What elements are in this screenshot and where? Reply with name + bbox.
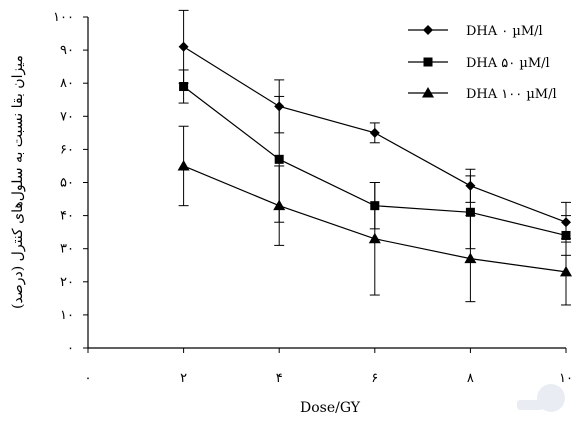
diamond-data-point [561,217,571,228]
y-tick-label: ۸۰ [60,76,74,91]
triangle-data-point [464,252,477,264]
square-data-point [465,207,475,217]
watermark-logo [517,384,565,412]
legend-marker-diamond [423,25,433,35]
diamond-data-point [465,180,476,191]
tick-labels: ۰ ۱۰ ۲۰ ۳۰ ۴۰ ۵۰ ۶۰ ۷۰ ۸۰ ۹۰ ۱۰۰ ۰ ۲ ۴ ۶ ۸ ۱۰ [53,10,573,386]
y-tick-label: ۴۰ [60,209,74,224]
y-tick-label: ۵۰ [60,176,74,191]
triangle-data-point [177,159,190,171]
x-tick-label: ۱۰ [559,371,573,386]
y-tick-label: ۱۰۰ [53,10,74,25]
diamond-data-point [178,41,189,52]
legend-marker-square [423,57,433,67]
triangle-data-point [368,232,381,244]
x-tick-label: ۰ [85,371,92,386]
x-tick-label: ۲ [180,371,187,386]
y-tick-label: ۰ [67,341,74,356]
y-axis-title: میزان بقا نسبت به سلول‌های کنترل (درصد) [10,55,26,309]
square-data-point [561,230,571,240]
triangle-data-point [560,265,572,277]
y-tick-label: ۳۰ [60,242,74,257]
y-tick-label: ۱۰ [60,308,74,323]
error-bars [178,9,571,306]
y-tick-label: ۷۰ [60,109,74,124]
triangle-data-point [273,199,286,211]
square-data-point [370,201,380,211]
diamond-data-point [274,101,285,112]
legend-label: DHA ۰ µM/l [466,24,543,39]
x-tick-label: ۶ [371,371,378,386]
data-markers [177,41,572,277]
square-data-point [274,154,284,164]
axes [83,16,567,353]
legend: DHA ۰ µM/l DHA ۵۰ µM/l DHA ۱۰۰ µM/l [408,24,557,102]
legend-label: DHA ۱۰۰ µM/l [466,87,557,102]
x-axis-title: Dose/GY [300,400,361,416]
y-tick-label: ۶۰ [60,142,74,157]
y-tick-label: ۹۰ [60,43,74,58]
legend-marker-triangle [422,87,434,98]
x-tick-label: ۸ [467,371,474,386]
legend-label: DHA ۵۰ µM/l [466,56,550,71]
x-tick-label: ۴ [276,371,283,386]
square-data-point [179,82,189,92]
diamond-data-point [369,127,380,138]
y-tick-label: ۲۰ [60,275,74,290]
